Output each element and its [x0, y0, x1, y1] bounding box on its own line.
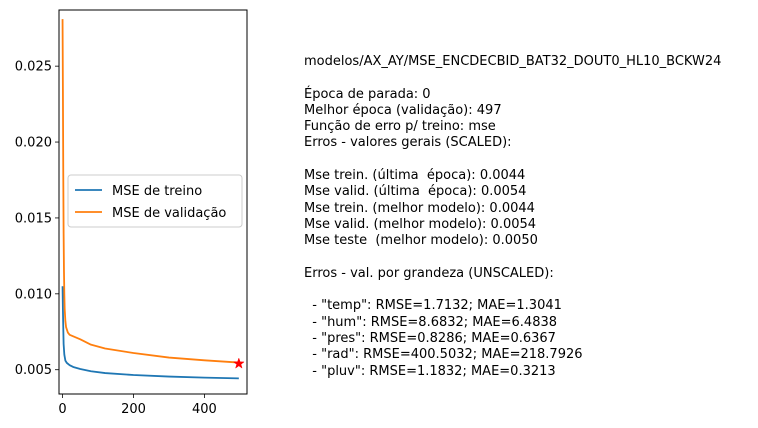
series-line-0 [61, 286, 239, 380]
x-tick-label: 400 [192, 402, 217, 417]
summary-line: Erros - val. por grandeza (UNSCALED): [304, 265, 554, 281]
summary-line [304, 70, 721, 86]
x-tick-label: 0 [58, 402, 66, 417]
best-point-marker-group [232, 357, 245, 369]
summary-line: Mse teste (melhor modelo): 0.0050 [304, 233, 538, 249]
y-tick-label: 0.015 [15, 211, 52, 226]
summary-line: - "rad": RMSE=400.5032; MAE=218.7926 [304, 347, 583, 363]
y-tick-label: 0.005 [15, 363, 52, 378]
summary-line: - "pluv": RMSE=1.1832; MAE=0.3213 [304, 363, 556, 379]
summary-line: Função de erro p/ treino: mse [304, 119, 496, 135]
y-tick-label: 0.020 [15, 136, 52, 151]
series-line-1 [61, 19, 239, 364]
training-summary-text: modelos/AX_AY/MSE_ENCDECBID_BAT32_DOUT0_… [304, 54, 721, 380]
summary-line: - "temp": RMSE=1.7132; MAE=1.3041 [304, 298, 562, 314]
summary-line: - "pres": RMSE=0.8286; MAE=0.6367 [304, 331, 556, 347]
y-tick-label: 0.010 [15, 287, 52, 302]
summary-line: Mse trein. (melhor modelo): 0.0044 [304, 200, 535, 216]
legend-label-validacao: MSE de validação [112, 206, 226, 221]
y-axis-ticks: 0.005 0.010 0.015 0.020 0.025 [15, 60, 59, 378]
x-tick-label: 200 [121, 402, 146, 417]
summary-line: - "hum": RMSE=8.6832; MAE=6.4838 [304, 314, 558, 330]
summary-line [304, 152, 721, 168]
summary-line [304, 282, 721, 298]
x-axis-ticks: 0 200 400 [58, 394, 217, 417]
summary-line: Melhor época (validação): 497 [304, 102, 502, 118]
legend-box [67, 174, 243, 228]
plot-frame [58, 9, 248, 395]
legend-label-treino: MSE de treino [112, 184, 202, 199]
best-epoch-star-marker [232, 357, 245, 369]
summary-line [304, 250, 721, 266]
series-lines [61, 19, 239, 380]
summary-line: Mse trein. (última época): 0.0044 [304, 168, 526, 184]
summary-line: Mse valid. (melhor modelo): 0.0054 [304, 216, 537, 232]
legend: MSE de treino MSE de validação [67, 174, 243, 228]
summary-line: modelos/AX_AY/MSE_ENCDECBID_BAT32_DOUT0_… [304, 54, 722, 69]
summary-line: Erros - valores gerais (SCALED): [304, 135, 512, 151]
summary-line: Mse valid. (última época): 0.0054 [304, 184, 527, 200]
y-tick-label: 0.025 [15, 60, 52, 75]
summary-line: Época de parada: 0 [304, 86, 431, 102]
